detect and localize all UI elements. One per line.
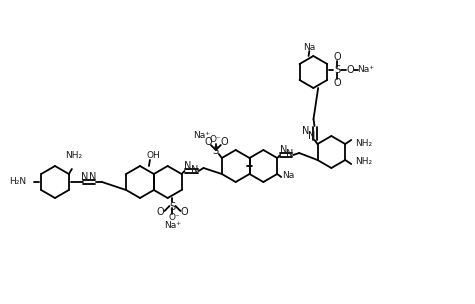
Text: Na⁺: Na⁺ (193, 132, 210, 140)
Text: N: N (89, 172, 97, 182)
Text: Na⁺: Na⁺ (164, 222, 181, 230)
Text: N: N (279, 145, 287, 155)
Text: N: N (81, 172, 89, 182)
Text: Na: Na (303, 43, 315, 51)
Text: Na⁺: Na⁺ (357, 65, 374, 74)
Text: NH₂: NH₂ (355, 139, 372, 147)
Text: N: N (308, 131, 315, 141)
Text: NH₂: NH₂ (65, 151, 82, 161)
Text: S: S (213, 146, 219, 156)
Text: O: O (157, 207, 164, 217)
Text: S: S (334, 65, 341, 75)
Text: N: N (302, 126, 309, 136)
Text: Na: Na (282, 171, 294, 179)
Text: OH: OH (146, 151, 160, 161)
Text: NH₂: NH₂ (355, 157, 372, 165)
Text: O⁻: O⁻ (210, 136, 222, 144)
Text: S: S (170, 202, 176, 212)
Text: O: O (333, 78, 341, 88)
Text: O: O (333, 52, 341, 62)
Text: O⁻: O⁻ (169, 213, 180, 223)
Text: H₂N: H₂N (9, 178, 26, 186)
Text: O: O (204, 137, 212, 147)
Text: N: N (191, 165, 198, 175)
Text: N: N (285, 149, 293, 159)
Text: O: O (220, 137, 228, 147)
Text: O: O (347, 65, 354, 75)
Text: N: N (184, 161, 191, 171)
Text: O: O (180, 207, 188, 217)
